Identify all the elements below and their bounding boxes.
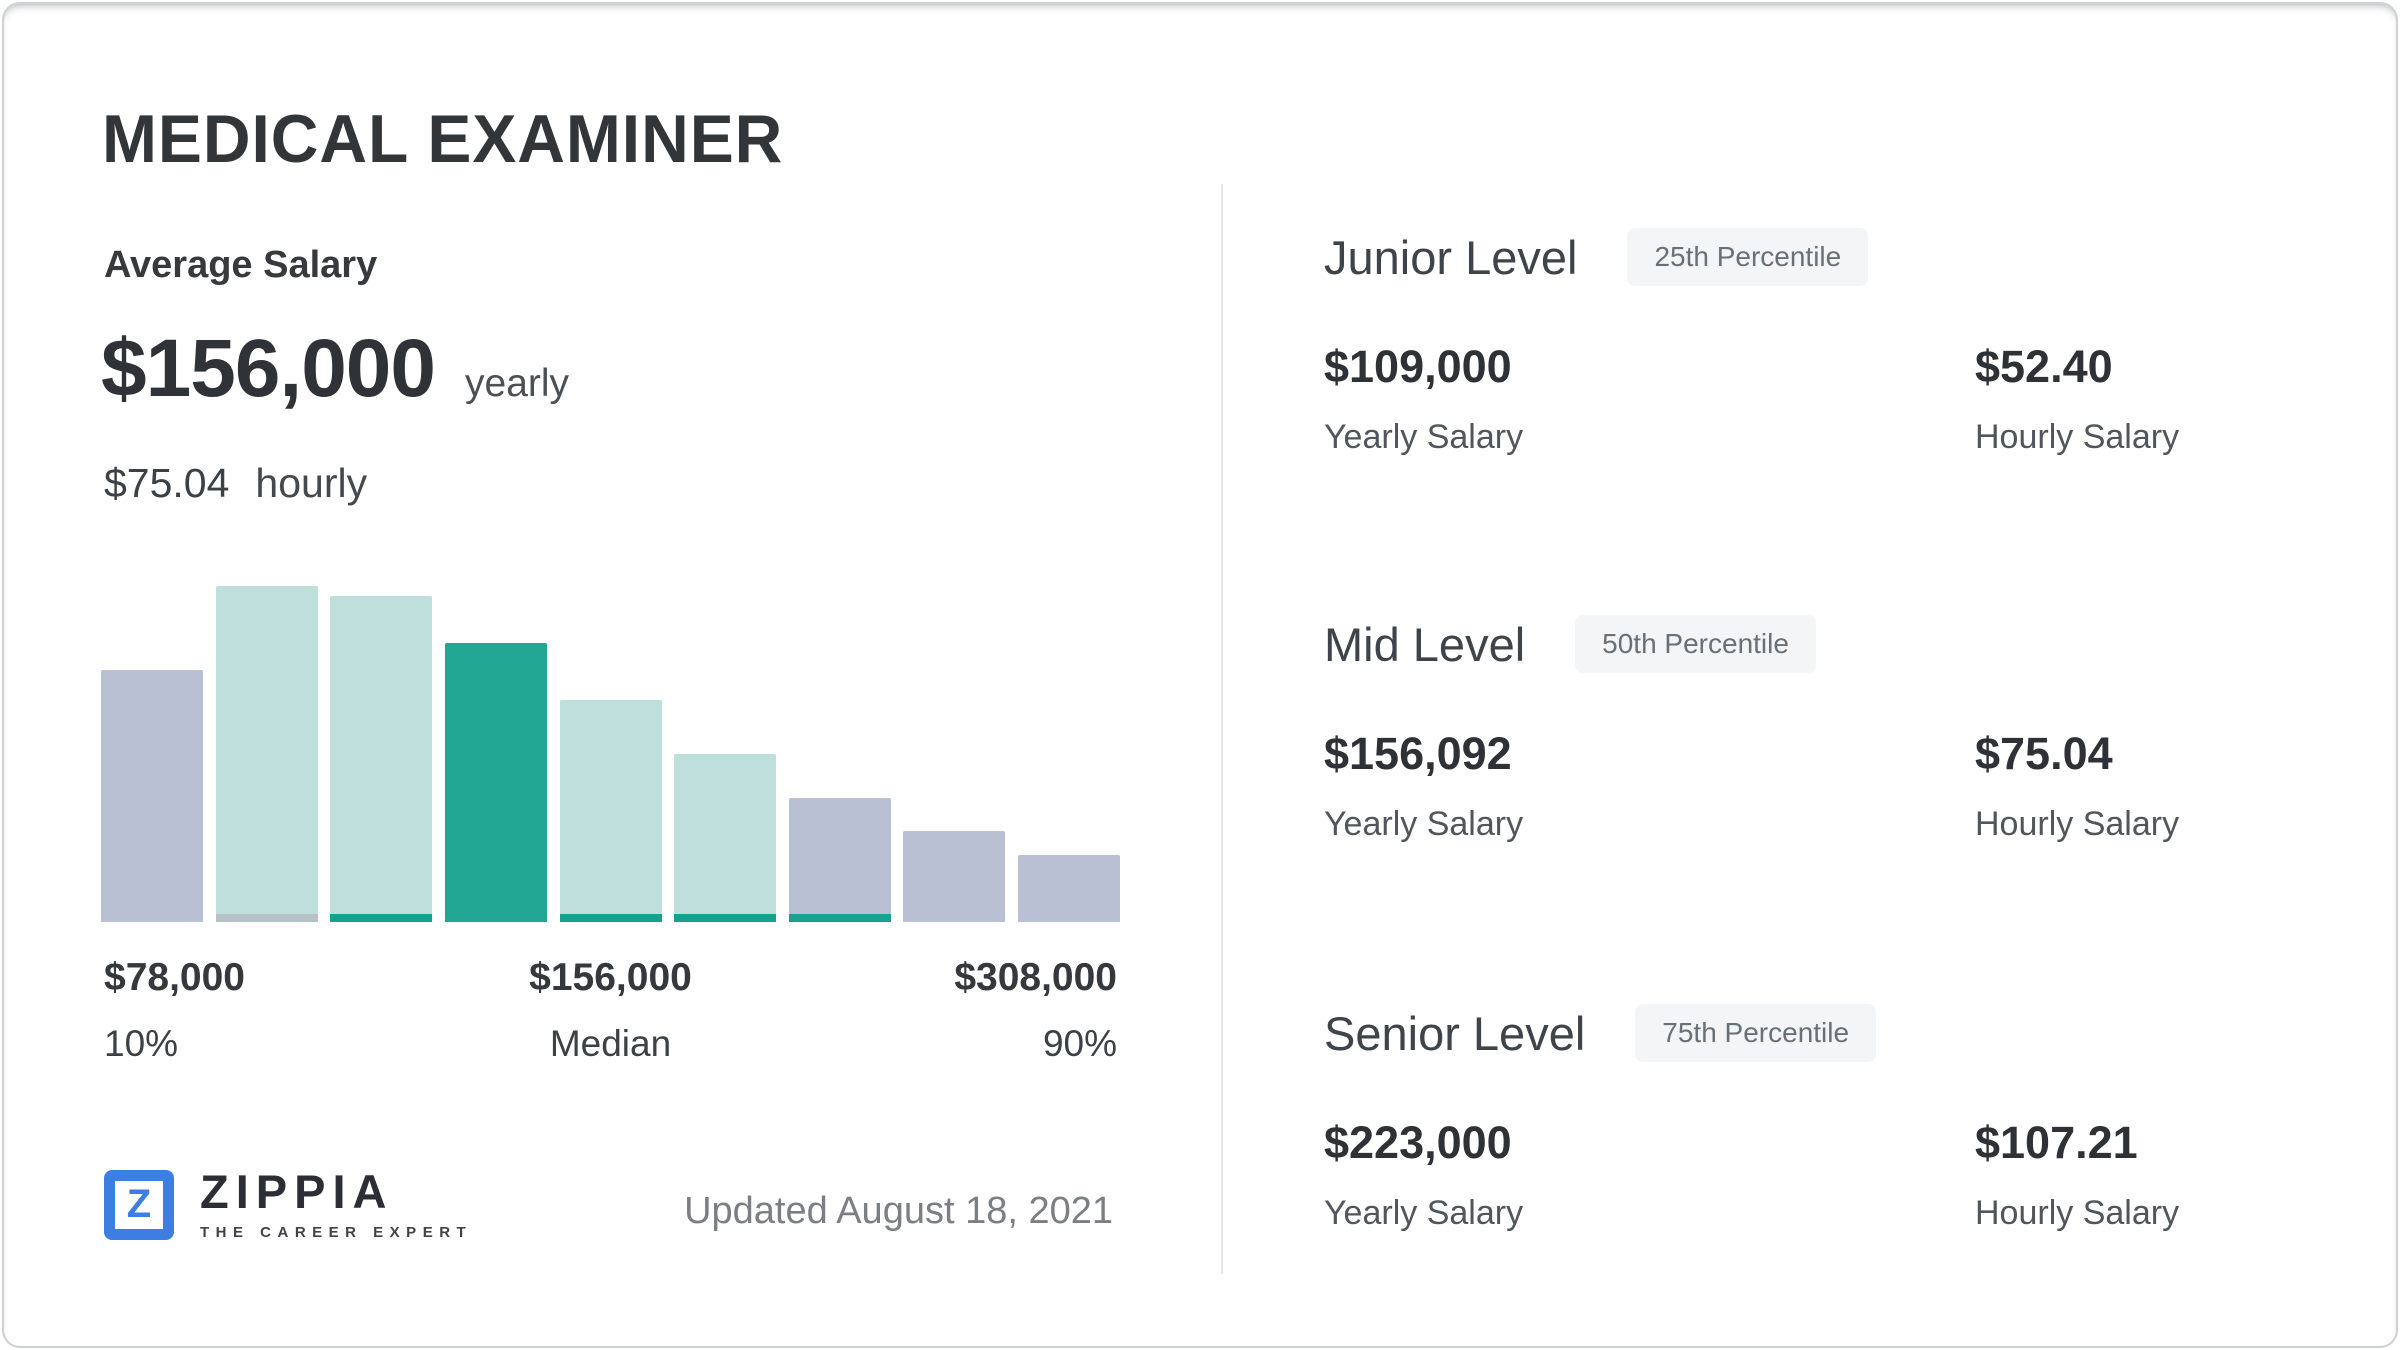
yearly-salary-group: $156,092 Yearly Salary xyxy=(1324,728,1975,844)
histogram-bar-underline xyxy=(674,914,777,922)
average-yearly-value: $156,000 xyxy=(101,323,436,414)
average-yearly-row: $156,000 yearly xyxy=(101,322,569,416)
histogram-bar-underline xyxy=(215,914,318,922)
hourly-salary-label: Hourly Salary xyxy=(1975,418,2180,456)
level-header: Junior Level 25th Percentile xyxy=(1324,228,2284,286)
yearly-salary-value: $156,092 xyxy=(1324,728,1512,779)
tick-sublabel: 10% xyxy=(104,1023,179,1064)
average-hourly-value: $75.04 xyxy=(104,460,230,506)
axis-tick-10th-percentile: $78,000 10% xyxy=(104,956,245,1065)
tick-value: $78,000 xyxy=(104,956,245,999)
axis-tick-median: $156,000 Median xyxy=(529,956,692,1065)
histogram-bar xyxy=(1018,855,1120,922)
average-hourly-unit: hourly xyxy=(255,460,368,506)
zippia-tagline: THE CAREER EXPERT xyxy=(200,1224,473,1241)
level-name: Junior Level xyxy=(1324,230,1578,284)
tick-sublabel: 90% xyxy=(1042,1023,1117,1064)
level-name: Mid Level xyxy=(1324,617,1526,671)
histogram-bar xyxy=(788,798,891,922)
level-section-junior: Junior Level 25th Percentile $109,000 Ye… xyxy=(1324,228,2284,457)
histogram-bar xyxy=(444,643,547,922)
axis-tick-90th-percentile: $308,000 90% xyxy=(954,956,1117,1065)
level-values: $223,000 Yearly Salary $107.21 Hourly Sa… xyxy=(1324,1117,2284,1233)
histogram-bar xyxy=(101,670,203,922)
hourly-salary-label: Hourly Salary xyxy=(1975,1194,2180,1232)
hourly-salary-value: $52.40 xyxy=(1975,341,2113,392)
yearly-salary-group: $109,000 Yearly Salary xyxy=(1324,341,1975,457)
histogram-bar-underline xyxy=(559,914,662,922)
vertical-divider xyxy=(1221,184,1223,1274)
hourly-salary-value: $107.21 xyxy=(1975,1117,2138,1168)
hourly-salary-group: $107.21 Hourly Salary xyxy=(1975,1117,2284,1233)
hourly-salary-group: $52.40 Hourly Salary xyxy=(1975,341,2284,457)
yearly-salary-value: $223,000 xyxy=(1324,1117,1512,1168)
tick-value: $156,000 xyxy=(529,956,692,999)
tick-value: $308,000 xyxy=(954,956,1117,999)
histogram-bar xyxy=(330,596,433,922)
average-yearly-unit: yearly xyxy=(465,362,570,405)
tick-sublabel: Median xyxy=(549,1023,672,1064)
hourly-salary-label: Hourly Salary xyxy=(1975,805,2180,843)
hourly-salary-value: $75.04 xyxy=(1975,728,2113,779)
histogram-bar xyxy=(674,754,777,922)
level-section-mid: Mid Level 50th Percentile $156,092 Yearl… xyxy=(1324,615,2284,844)
zippia-wordmark: ZIPPIA THE CAREER EXPERT xyxy=(200,1168,472,1241)
zippia-brand-text: ZIPPIA xyxy=(200,1165,394,1218)
yearly-salary-label: Yearly Salary xyxy=(1324,418,1524,456)
hourly-salary-group: $75.04 Hourly Salary xyxy=(1975,728,2284,844)
histogram-bar xyxy=(215,586,318,922)
yearly-salary-group: $223,000 Yearly Salary xyxy=(1324,1117,1975,1233)
yearly-salary-label: Yearly Salary xyxy=(1324,805,1524,843)
page-title: MEDICAL EXAMINER xyxy=(102,101,784,177)
level-header: Senior Level 75th Percentile xyxy=(1324,1004,2284,1062)
histogram-bar-underline xyxy=(330,914,433,922)
percentile-badge: 25th Percentile xyxy=(1627,228,1869,286)
salary-histogram xyxy=(101,586,1120,922)
zippia-logo[interactable]: Z ZIPPIA THE CAREER EXPERT xyxy=(104,1168,472,1241)
yearly-salary-label: Yearly Salary xyxy=(1324,1194,1524,1232)
histogram-bar xyxy=(559,700,662,922)
zippia-logo-icon: Z xyxy=(104,1169,174,1240)
histogram-bar-underline xyxy=(788,914,891,922)
average-hourly-row: $75.04 hourly xyxy=(104,460,367,507)
level-values: $156,092 Yearly Salary $75.04 Hourly Sal… xyxy=(1324,728,2284,844)
updated-date: Updated August 18, 2021 xyxy=(684,1190,1113,1232)
average-salary-heading: Average Salary xyxy=(104,244,378,286)
level-name: Senior Level xyxy=(1324,1006,1586,1060)
level-section-senior: Senior Level 75th Percentile $223,000 Ye… xyxy=(1324,1004,2284,1233)
percentile-badge: 50th Percentile xyxy=(1575,615,1816,673)
level-values: $109,000 Yearly Salary $52.40 Hourly Sal… xyxy=(1324,341,2284,457)
yearly-salary-value: $109,000 xyxy=(1324,341,1512,392)
histogram-axis-labels: $78,000 10% $156,000 Median $308,000 90% xyxy=(101,956,1120,1076)
histogram-bar xyxy=(903,831,1006,922)
level-header: Mid Level 50th Percentile xyxy=(1324,615,2284,673)
percentile-badge: 75th Percentile xyxy=(1635,1004,1877,1062)
